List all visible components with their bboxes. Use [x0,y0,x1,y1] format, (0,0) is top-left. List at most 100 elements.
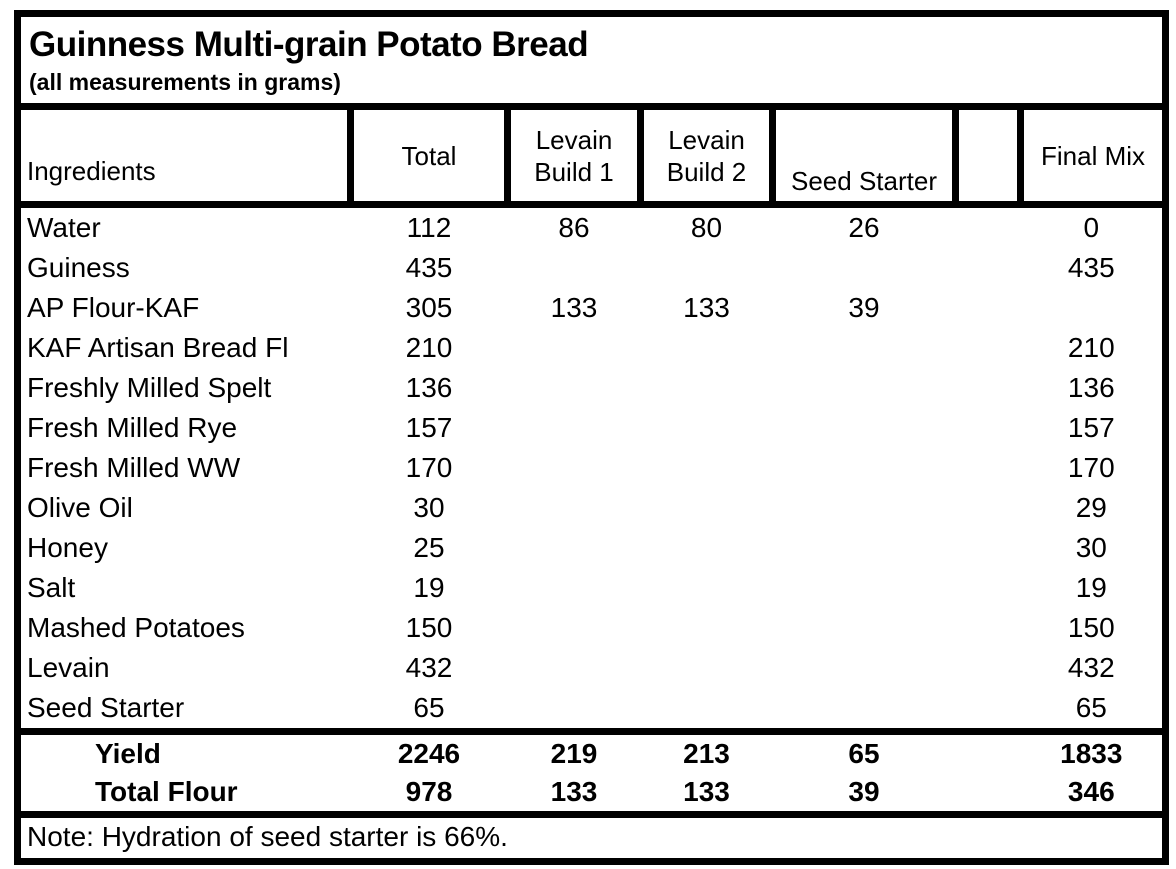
ingredient-name: Salt [27,572,76,603]
final-mix-value: 170 [1067,452,1115,483]
page-subtitle: (all measurements in grams) [29,69,341,95]
levain2-value [641,688,773,732]
table-row: Mashed Potatoes 150 150 [18,608,1166,648]
ingredient-name: Seed Starter [27,692,185,723]
levain1-value: 133 [550,292,598,323]
ingredient-name: AP Flour-KAF [27,292,200,323]
ingredient-name: KAF Artisan Bread Fl [27,332,289,363]
seed-starter-value [773,608,956,648]
levain1-value [508,688,641,732]
levain2-value [641,328,773,368]
spacer-cell [956,648,1021,688]
levain1-value: 133 [507,773,641,818]
levain1-value: 219 [507,728,641,773]
levain2-value [641,568,773,608]
seed-starter-value [773,328,956,368]
levain2-value [641,528,773,568]
total-value: 170 [405,452,453,483]
spacer-cell [956,488,1021,528]
ingredient-name: Guiness [27,252,130,283]
spacer-cell [956,248,1021,288]
column-header-row: Ingredients Total Levain Build 1 Levain … [14,103,1170,208]
levain2-value [641,608,773,648]
ingredient-name: Mashed Potatoes [27,612,245,643]
table-row: Freshly Milled Spelt 136 136 [18,368,1166,408]
ingredient-name: Honey [27,532,108,563]
summary-label: Yield [17,728,351,773]
final-mix-value [1021,288,1166,328]
spacer-cell [956,688,1021,732]
seed-starter-value [773,488,956,528]
levain1-value [508,648,641,688]
final-mix-value: 19 [1075,572,1107,603]
total-value: 136 [405,372,453,403]
final-mix-value: 210 [1067,332,1115,363]
levain1-value [508,248,641,288]
spacer-cell [956,368,1021,408]
summary-label: Total Flour [17,773,351,818]
recipe-sheet: Guinness Multi-grain Potato Bread (all m… [14,10,1170,865]
note-text: Note: Hydration of seed starter is 66%. [27,821,508,852]
levain2-value [641,448,773,488]
title-block: Guinness Multi-grain Potato Bread (all m… [17,13,1166,110]
levain2-value [641,408,773,448]
seed-starter-value: 39 [772,773,956,818]
levain2-value: 133 [640,773,773,818]
ingredient-rows: Water 112 86 80 26 0 Guiness 435 435 AP … [18,205,1166,732]
levain2-value: 133 [683,292,730,323]
final-mix-value: 1833 [1020,728,1166,773]
yield-row: Yield 2246 219 213 65 1833 [17,728,1166,773]
levain2-value: 213 [640,728,773,773]
ingredient-name: Water [27,212,101,243]
ingredient-name: Fresh Milled WW [27,452,241,483]
levain1-value [508,448,641,488]
final-mix-value: 346 [1020,773,1166,818]
total-value: 25 [413,532,445,563]
seed-starter-value: 65 [772,728,956,773]
recipe-table: Guinness Multi-grain Potato Bread (all m… [14,10,1170,865]
levain1-value [508,608,641,648]
ingredient-name: Levain [27,652,110,683]
levain2-value [641,368,773,408]
final-mix-value: 29 [1075,492,1107,523]
spacer-cell [955,728,1021,773]
column-header-levain-build-2: Levain Build 2 [637,103,776,208]
ingredient-name: Olive Oil [27,492,133,523]
spacer-cell [956,408,1021,448]
levain2-value [641,488,773,528]
page-title: Guinness Multi-grain Potato Bread [29,25,589,64]
column-header-total: Total [347,103,511,208]
seed-starter-value: 39 [848,292,880,323]
levain2-value: 80 [690,212,723,243]
total-value: 65 [413,692,445,723]
total-flour-row: Total Flour 978 133 133 39 346 [17,773,1166,818]
table-row: Seed Starter 65 65 [18,688,1166,732]
seed-starter-value [773,568,956,608]
levain1-value [508,528,641,568]
table-row: Levain 432 432 [18,648,1166,688]
spacer-cell [956,205,1021,249]
spacer-cell [956,448,1021,488]
table-row: Water 112 86 80 26 0 [18,205,1166,249]
total-value: 435 [405,252,453,283]
table-row: AP Flour-KAF 305 133 133 39 [18,288,1166,328]
final-mix-value: 157 [1067,412,1115,443]
column-header-ingredients: Ingredients [14,103,354,208]
ingredient-name: Freshly Milled Spelt [27,372,272,403]
total-value: 19 [413,572,445,603]
levain1-value [508,408,641,448]
final-mix-value: 65 [1075,692,1107,723]
spacer-cell [956,608,1021,648]
column-header-seed-starter: Seed Starter [769,103,959,208]
total-value: 30 [413,492,445,523]
total-value: 210 [405,332,453,363]
seed-starter-value [773,248,956,288]
total-value: 157 [405,412,453,443]
final-mix-value: 0 [1083,212,1100,243]
table-row: Honey 25 30 [18,528,1166,568]
final-mix-value: 150 [1067,612,1115,643]
table-row: Olive Oil 30 29 [18,488,1166,528]
table-row: KAF Artisan Bread Fl 210 210 [18,328,1166,368]
spacer-cell [956,568,1021,608]
table-row: Salt 19 19 [18,568,1166,608]
